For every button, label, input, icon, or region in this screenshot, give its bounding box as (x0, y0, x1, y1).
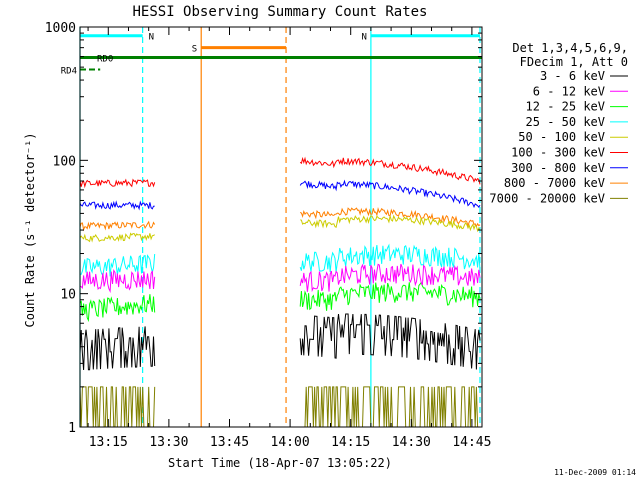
y-tick-label-1: 10 (60, 288, 76, 303)
legend-entry-label-0: 3 - 6 keV (540, 69, 605, 83)
series-line-7-0 (79, 220, 156, 232)
series-line-5-1 (299, 156, 481, 185)
series-line-2-1 (299, 281, 481, 311)
x-axis-label: Start Time (18-Apr-07 13:05:22) (168, 456, 392, 470)
series-line-8-1 (300, 386, 480, 428)
y-tick-label-2: 100 (53, 154, 76, 169)
y-tick-label-3: 1000 (45, 21, 76, 36)
x-tick-label-3: 14:00 (271, 435, 310, 450)
legend-entry-label-6: 300 - 800 keV (511, 161, 605, 175)
series-line-6-0 (79, 200, 155, 211)
series-line-2-0 (79, 294, 156, 323)
legend-title-line-1: FDecim 1, Att 0 (520, 55, 628, 69)
flag-label-n-0: N (149, 33, 154, 43)
chart-title: HESSI Observing Summary Count Rates (132, 4, 427, 20)
series-line-4-1 (300, 214, 481, 233)
series-line-1-0 (79, 268, 156, 294)
observing-flags: N N S RD0 RD4 (61, 33, 482, 77)
x-tick-label-5: 14:30 (392, 435, 431, 450)
legend-entry-label-5: 100 - 300 keV (511, 146, 605, 160)
legend: Det 1,3,4,5,6,9,FDecim 1, Att 03 - 6 keV… (489, 41, 628, 205)
series-line-0-0 (79, 326, 156, 371)
flag-label-n-1: N (361, 33, 366, 43)
flag-label-rd4-4: RD4 (61, 67, 77, 77)
series-line-0-1 (299, 313, 481, 370)
legend-title-line-0: Det 1,3,4,5,6,9, (512, 41, 628, 55)
legend-entry-label-3: 25 - 50 keV (526, 115, 605, 129)
x-tick-label-6: 14:45 (452, 435, 491, 450)
series-line-3-1 (299, 243, 481, 273)
generation-timestamp: 11-Dec-2009 01:14 (554, 468, 636, 477)
x-tick-label-0: 13:15 (89, 435, 128, 450)
legend-entry-label-1: 6 - 12 keV (533, 84, 605, 98)
flag-label-rd0-3: RD0 (97, 55, 113, 65)
series-line-8-0 (79, 386, 156, 428)
series-line-7-1 (299, 207, 481, 228)
x-tick-label-2: 13:45 (210, 435, 249, 450)
y-axis-label: Count Rate (s⁻¹ detector⁻¹) (23, 132, 37, 327)
series-line-6-1 (299, 179, 481, 209)
y-tick-label-0: 1 (68, 421, 76, 436)
flag-label-s-2: S (192, 45, 197, 55)
legend-entry-label-8: 7000 - 20000 keV (489, 191, 605, 205)
x-tick-label-4: 14:15 (331, 435, 370, 450)
legend-entry-label-7: 800 - 7000 keV (504, 176, 605, 190)
series-line-1-1 (299, 263, 481, 293)
axes: 1 10 100 1000 13:15 13:30 13:45 14:00 14:15 14:30… (45, 21, 492, 450)
legend-entry-label-4: 50 - 100 keV (518, 130, 605, 144)
plot-frame (79, 26, 483, 428)
series-line-5-0 (79, 178, 156, 189)
x-tick-label-1: 13:30 (149, 435, 188, 450)
series-line-4-0 (79, 232, 155, 243)
plot-area (79, 27, 481, 428)
legend-entry-label-2: 12 - 25 keV (526, 100, 605, 114)
